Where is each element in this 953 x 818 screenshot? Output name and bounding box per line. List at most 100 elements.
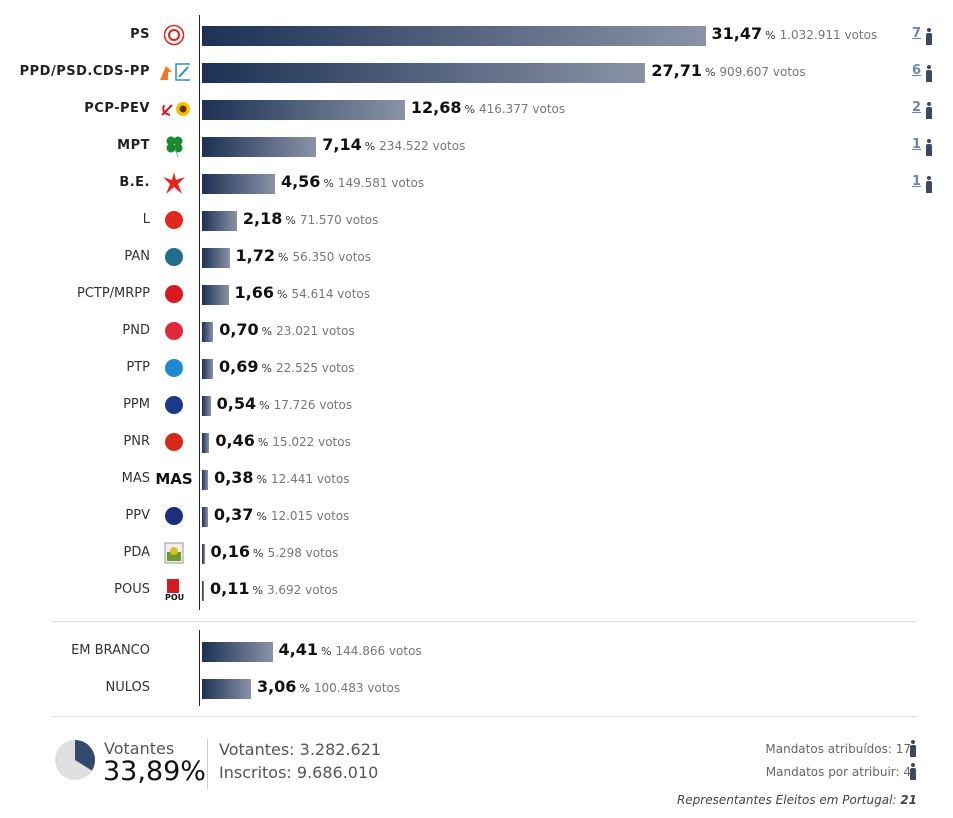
pnr-flame-logo-icon xyxy=(158,430,190,454)
ppv-logo-icon xyxy=(158,504,190,528)
representantes-label: Representantes Eleitos em Portugal: xyxy=(676,793,897,807)
value-label: 7,14% 234.522 votos xyxy=(322,135,465,154)
percent-symbol: % xyxy=(323,177,334,190)
value-label: 0,16% 5.298 votos xyxy=(211,542,339,561)
seats-link[interactable]: 6 xyxy=(912,63,922,78)
value-label: 0,70% 23.021 votos xyxy=(219,320,354,339)
person-icon xyxy=(926,28,932,45)
person-icon xyxy=(926,139,932,156)
pcp-pev-logo-icon xyxy=(158,97,190,121)
votes: 3.692 votos xyxy=(266,583,338,597)
party-row: EM BRANCO 4,41% 144.866 votos xyxy=(0,636,953,666)
seats-link[interactable]: 7 xyxy=(912,26,922,41)
percentage: 31,47 xyxy=(711,24,763,43)
party-name: NULOS xyxy=(105,680,150,695)
party-row: PAN 1,72% 56.350 votos xyxy=(0,242,953,272)
pous-logo-icon: POUS xyxy=(158,578,190,602)
bar xyxy=(202,679,251,699)
footer-divider xyxy=(207,739,208,789)
poppy-logo-icon xyxy=(158,208,190,232)
inscritos-count: Inscritos: 9.686.010 xyxy=(219,763,379,782)
party-name: MAS xyxy=(121,471,150,486)
votes: 416.377 votos xyxy=(478,102,566,116)
percent-symbol: % xyxy=(256,473,268,486)
party-name: EM BRANCO xyxy=(71,643,150,658)
party-row: POUS POUS 0,11%3.692 votos xyxy=(0,575,953,605)
representantes-total: 21 xyxy=(900,793,917,807)
percent-symbol: % xyxy=(285,214,296,227)
turnout-label: Votantes xyxy=(104,739,175,758)
percentage: 0,54 xyxy=(216,394,257,413)
percentage: 4,41 xyxy=(278,640,319,659)
value-label: 1,66% 54.614 votos xyxy=(235,283,370,302)
ps-logo-icon xyxy=(158,23,190,47)
votes: 15.022 votos xyxy=(272,435,351,449)
seats-link[interactable]: 1 xyxy=(912,137,922,152)
bar xyxy=(202,507,208,527)
percent-symbol: % xyxy=(253,547,264,560)
bar xyxy=(202,100,405,120)
value-label: 0,54% 17.726 votos xyxy=(217,394,352,413)
person-icon xyxy=(926,176,932,193)
value-label: 31,47% 1.032.911 votos xyxy=(712,24,878,43)
clover-logo-icon xyxy=(158,134,190,158)
percentage: 0,37 xyxy=(213,505,254,524)
votes: 56.350 votos xyxy=(292,250,371,264)
percent-symbol: % xyxy=(765,29,776,42)
party-name: PS xyxy=(130,27,150,42)
votes: 234.522 votos xyxy=(379,139,466,153)
party-name: PDA xyxy=(123,545,150,560)
votes: 149.581 votos xyxy=(337,176,425,190)
percentage: 0,16 xyxy=(210,542,251,561)
percent-symbol: % xyxy=(252,584,263,597)
party-name: PNR xyxy=(123,434,150,449)
party-row: L 2,18% 71.570 votos xyxy=(0,205,953,235)
party-row: PDA 0,16% 5.298 votos xyxy=(0,538,953,568)
mas-logo-icon: MAS xyxy=(155,470,193,488)
ptp-logo-icon xyxy=(158,356,190,380)
party-row: MPT 7,14% 234.522 votos 1 xyxy=(0,131,953,161)
bar xyxy=(202,63,646,83)
divider xyxy=(52,716,917,717)
party-row: PNR 0,46% 15.022 votos xyxy=(0,427,953,457)
value-label: 0,11% 3.692 votos xyxy=(210,579,338,598)
seats-link[interactable]: 2 xyxy=(912,100,922,115)
bar xyxy=(202,248,230,268)
votantes-count: Votantes: 3.282.621 xyxy=(219,740,382,759)
value-label: 12,68% 416.377 votos xyxy=(411,98,565,117)
party-row: B.E. 4,56% 149.581 votos 1 xyxy=(0,168,953,198)
percentage: 1,66 xyxy=(234,283,275,302)
party-row: PTP 0,69% 22.525 votos xyxy=(0,353,953,383)
axis-line-other xyxy=(199,630,200,706)
percent-symbol: % xyxy=(256,510,267,523)
bar xyxy=(202,137,317,157)
turnout-percentage: 33,89% xyxy=(103,756,206,787)
bar xyxy=(202,174,275,194)
bar xyxy=(202,359,214,379)
heart-logo-icon xyxy=(158,319,190,343)
seats-link[interactable]: 1 xyxy=(912,174,922,189)
votes: 17.726 votos xyxy=(273,398,353,412)
party-row: NULOS 3,06% 100.483 votos xyxy=(0,673,953,703)
votes: 100.483 votos xyxy=(313,681,401,695)
representantes-eleitos: Representantes Eleitos em Portugal: 21 xyxy=(677,793,917,807)
percent-symbol: % xyxy=(257,436,269,449)
votes: 1.032.911 votos xyxy=(779,28,878,42)
value-label: 1,72% 56.350 votos xyxy=(236,246,371,265)
value-label: 0,37% 12.015 votos xyxy=(214,505,349,524)
be-star-logo-icon xyxy=(158,171,190,195)
percentage: 3,06 xyxy=(256,677,297,696)
psd-cds-logo-icon xyxy=(158,60,190,84)
party-name: PPD/PSD.CDS-PP xyxy=(19,64,150,79)
mandatos-por-atribuir: Mandatos por atribuir: 4 xyxy=(765,765,911,779)
votes: 23.021 votos xyxy=(276,324,355,338)
bar xyxy=(202,433,210,453)
value-label: 0,46% 15.022 votos xyxy=(215,431,350,450)
percentage: 7,14 xyxy=(322,135,362,154)
party-name: PAN xyxy=(124,249,150,264)
bar xyxy=(202,470,209,490)
person-icon xyxy=(926,102,932,119)
bar xyxy=(202,26,706,46)
bar xyxy=(202,581,204,601)
mandatos-atribuidos: Mandatos atribuídos: 17 xyxy=(765,742,911,756)
